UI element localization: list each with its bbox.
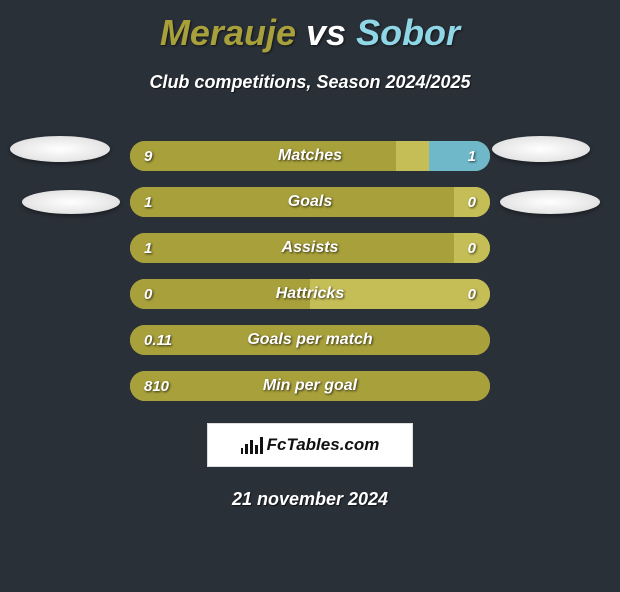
brand-text: FcTables.com [267, 435, 380, 455]
stat-value-left: 0 [144, 279, 152, 309]
stat-value-left: 1 [144, 233, 152, 263]
brand-box: FcTables.com [207, 423, 413, 467]
stat-value-right: 0 [468, 279, 476, 309]
stat-row: 0.11Goals per match [130, 325, 490, 355]
stat-value-left: 810 [144, 371, 169, 401]
stat-value-right: 0 [468, 233, 476, 263]
stat-value-left: 9 [144, 141, 152, 171]
stat-row: 10Goals [130, 187, 490, 217]
stat-row: 91Matches [130, 141, 490, 171]
p2-ellipse-top [492, 136, 590, 162]
stat-bar-right [310, 279, 490, 309]
stat-bar-left [130, 371, 490, 401]
stat-row: 00Hattricks [130, 279, 490, 309]
stat-value-left: 1 [144, 187, 152, 217]
stat-value-right: 0 [468, 187, 476, 217]
stat-bar-left [130, 325, 490, 355]
stat-bar-left [130, 233, 454, 263]
date-text: 21 november 2024 [0, 489, 620, 510]
p1-ellipse-bottom [22, 190, 120, 214]
stat-bar-left [130, 141, 396, 171]
stat-bar-left [130, 187, 454, 217]
p2-ellipse-bottom [500, 190, 600, 214]
stat-value-right: 1 [468, 141, 476, 171]
bar-chart-icon [241, 436, 263, 454]
stat-row: 810Min per goal [130, 371, 490, 401]
stats-container: 91Matches10Goals10Assists00Hattricks0.11… [130, 141, 490, 401]
comparison-title: Merauje vs Sobor [0, 12, 620, 54]
stat-row: 10Assists [130, 233, 490, 263]
title-player2: Sobor [356, 12, 460, 53]
subtitle: Club competitions, Season 2024/2025 [0, 72, 620, 93]
stat-bar-right [429, 141, 490, 171]
title-player1: Merauje [160, 12, 296, 53]
p1-ellipse-top [10, 136, 110, 162]
title-vs: vs [306, 12, 346, 53]
stat-bar-left [130, 279, 310, 309]
stat-value-left: 0.11 [144, 325, 172, 355]
